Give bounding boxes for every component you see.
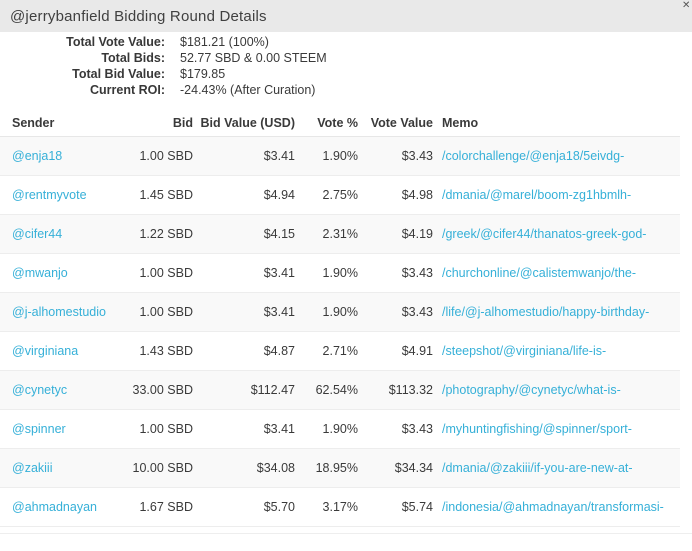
bid-value-usd: $3.41	[193, 253, 295, 293]
stat-label: Current ROI:	[90, 83, 165, 97]
stat-value: 52.77 SBD & 0.00 STEEM	[180, 51, 327, 65]
stat-label: Total Vote Value:	[66, 35, 165, 49]
header-vote-pct: Vote %	[295, 110, 358, 137]
panel-title: @jerrybanfield Bidding Round Details	[10, 7, 267, 25]
stat-total-bids: Total Bids: 52.77 SBD & 0.00 STEEM	[0, 50, 692, 66]
table-row: @zakiii 10.00 SBD $34.08 18.95% $34.34 /…	[0, 448, 680, 488]
table-row: @cynetyc 33.00 SBD $112.47 62.54% $113.3…	[0, 370, 680, 410]
stat-value: $179.85	[180, 67, 226, 81]
bid-amount: 1.43 SBD	[115, 331, 193, 371]
vote-value: $4.91	[358, 331, 433, 371]
panel-footer-divider	[0, 532, 692, 547]
sender-link[interactable]: @ahmadnayan	[12, 499, 97, 514]
table-row: @ahmadnayan 1.67 SBD $5.70 3.17% $5.74 /…	[0, 487, 680, 527]
vote-percent: 2.71%	[295, 331, 358, 371]
sender-link[interactable]: @cifer44	[12, 226, 63, 241]
bid-amount: 1.00 SBD	[115, 136, 193, 176]
memo-link[interactable]: /myhuntingfishing/@spinner/sport-	[442, 421, 632, 436]
vote-percent: 1.90%	[295, 292, 358, 332]
panel-titlebar: @jerrybanfield Bidding Round Details ✕	[0, 0, 692, 32]
bid-amount: 33.00 SBD	[115, 370, 193, 410]
table-row: @enja18 1.00 SBD $3.41 1.90% $3.43 /colo…	[0, 136, 680, 176]
header-bid: Bid	[115, 110, 193, 137]
bid-value-usd: $4.87	[193, 331, 295, 371]
memo-link[interactable]: /greek/@cifer44/thanatos-greek-god-	[442, 226, 647, 241]
stat-label: Total Bids:	[101, 51, 165, 65]
table-row: @mwanjo 1.00 SBD $3.41 1.90% $3.43 /chur…	[0, 253, 680, 293]
bid-amount: 1.00 SBD	[115, 409, 193, 449]
vote-percent: 1.90%	[295, 136, 358, 176]
header-memo: Memo	[433, 110, 680, 137]
sender-link[interactable]: @spinner	[12, 421, 66, 436]
memo-link[interactable]: /steepshot/@virginiana/life-is-	[442, 343, 607, 358]
vote-value: $113.32	[358, 370, 433, 410]
table-row: @cifer44 1.22 SBD $4.15 2.31% $4.19 /gre…	[0, 214, 680, 254]
memo-link[interactable]: /colorchallenge/@enja18/5eivdg-	[442, 148, 625, 163]
stat-value: -24.43% (After Curation)	[180, 83, 316, 97]
bid-value-usd: $5.70	[193, 487, 295, 527]
memo-link[interactable]: /indonesia/@ahmadnayan/transformasi-	[442, 499, 664, 514]
stat-current-roi: Current ROI: -24.43% (After Curation)	[0, 82, 692, 98]
stat-value: $181.21 (100%)	[180, 35, 269, 49]
bid-value-usd: $3.41	[193, 292, 295, 332]
bid-amount: 1.00 SBD	[115, 253, 193, 293]
bid-amount: 1.00 SBD	[115, 292, 193, 332]
sender-link[interactable]: @rentmyvote	[12, 187, 87, 202]
table-row: @j-alhomestudio 1.00 SBD $3.41 1.90% $3.…	[0, 292, 680, 332]
bids-table: Sender Bid Bid Value (USD) Vote % Vote V…	[0, 110, 680, 527]
memo-link[interactable]: /photography/@cynetyc/what-is-	[442, 382, 621, 397]
bid-amount: 10.00 SBD	[115, 448, 193, 488]
close-icon[interactable]: ✕	[682, 1, 691, 11]
bid-value-usd: $4.94	[193, 175, 295, 215]
vote-percent: 2.31%	[295, 214, 358, 254]
vote-percent: 62.54%	[295, 370, 358, 410]
sender-link[interactable]: @cynetyc	[12, 382, 68, 397]
bid-value-usd: $3.41	[193, 409, 295, 449]
round-summary: Total Vote Value: $181.21 (100%) Total B…	[0, 34, 692, 98]
memo-link[interactable]: /life/@j-alhomestudio/happy-birthday-	[442, 304, 650, 319]
bid-amount: 1.22 SBD	[115, 214, 193, 254]
vote-percent: 1.90%	[295, 409, 358, 449]
stat-label: Total Bid Value:	[72, 67, 165, 81]
table-row: @virginiana 1.43 SBD $4.87 2.71% $4.91 /…	[0, 331, 680, 371]
header-bid-value: Bid Value (USD)	[193, 110, 295, 137]
stat-total-vote-value: Total Vote Value: $181.21 (100%)	[0, 34, 692, 50]
table-row: @spinner 1.00 SBD $3.41 1.90% $3.43 /myh…	[0, 409, 680, 449]
bids-table-body: @enja18 1.00 SBD $3.41 1.90% $3.43 /colo…	[0, 136, 680, 527]
sender-link[interactable]: @j-alhomestudio	[12, 304, 106, 319]
vote-percent: 18.95%	[295, 448, 358, 488]
bid-value-usd: $112.47	[193, 370, 295, 410]
header-sender: Sender	[0, 110, 115, 137]
vote-value: $4.98	[358, 175, 433, 215]
bid-value-usd: $3.41	[193, 136, 295, 176]
vote-value: $4.19	[358, 214, 433, 254]
vote-value: $5.74	[358, 487, 433, 527]
bid-value-usd: $4.15	[193, 214, 295, 254]
bid-amount: 1.67 SBD	[115, 487, 193, 527]
vote-percent: 2.75%	[295, 175, 358, 215]
sender-link[interactable]: @enja18	[12, 148, 63, 163]
vote-value: $3.43	[358, 409, 433, 449]
vote-value: $3.43	[358, 292, 433, 332]
table-row: @rentmyvote 1.45 SBD $4.94 2.75% $4.98 /…	[0, 175, 680, 215]
memo-link[interactable]: /churchonline/@calistemwanjo/the-	[442, 265, 637, 280]
vote-value: $3.43	[358, 253, 433, 293]
memo-link[interactable]: /dmania/@zakiii/if-you-are-new-at-	[442, 460, 633, 475]
sender-link[interactable]: @mwanjo	[12, 265, 68, 280]
sender-link[interactable]: @virginiana	[12, 343, 79, 358]
bid-value-usd: $34.08	[193, 448, 295, 488]
vote-value: $3.43	[358, 136, 433, 176]
stat-total-bid-value: Total Bid Value: $179.85	[0, 66, 692, 82]
header-vote-value: Vote Value	[358, 110, 433, 137]
table-header-row: Sender Bid Bid Value (USD) Vote % Vote V…	[0, 110, 680, 137]
vote-percent: 3.17%	[295, 487, 358, 527]
bid-amount: 1.45 SBD	[115, 175, 193, 215]
vote-percent: 1.90%	[295, 253, 358, 293]
sender-link[interactable]: @zakiii	[12, 460, 53, 475]
vote-value: $34.34	[358, 448, 433, 488]
memo-link[interactable]: /dmania/@marel/boom-zg1hbmlh-	[442, 187, 632, 202]
